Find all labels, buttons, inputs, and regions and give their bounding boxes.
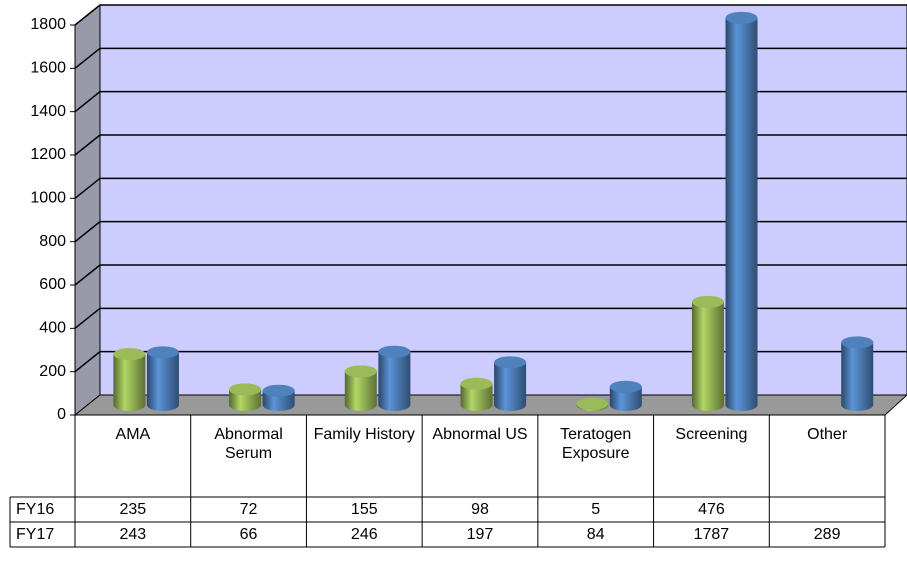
table-value: 66 <box>239 526 258 543</box>
category-label: Other <box>807 426 848 443</box>
bar-body <box>691 301 724 411</box>
y-tick-label: 1400 <box>30 103 66 120</box>
table-value <box>769 497 885 522</box>
y-tick-label: 800 <box>39 233 66 250</box>
table-value: 98 <box>471 501 489 518</box>
grid-line <box>74 350 907 373</box>
bar-body <box>725 17 758 411</box>
bar-body <box>146 352 179 411</box>
table-value: 1787 <box>693 526 730 543</box>
category-label: Screening <box>675 426 748 443</box>
bar-top <box>691 295 724 308</box>
y-tick-label: 0 <box>57 406 66 423</box>
bar-body <box>113 354 146 411</box>
table-value: 5 <box>591 501 601 518</box>
bar <box>229 383 262 411</box>
bar <box>262 384 295 411</box>
category-label: Abnormal US <box>432 426 528 443</box>
legend-label: FY17 <box>16 526 55 543</box>
y-tick-label: 600 <box>39 276 66 293</box>
bar-body <box>460 383 493 411</box>
bar-top <box>460 377 493 390</box>
table-value: 72 <box>239 501 258 518</box>
bar <box>494 356 527 411</box>
table-value: 246 <box>350 526 378 543</box>
bar-top <box>494 356 527 369</box>
table-value: 235 <box>119 501 147 518</box>
bar <box>609 380 642 411</box>
category-label: AMA <box>115 426 151 443</box>
bar-top <box>344 365 377 378</box>
bar-top <box>378 345 411 358</box>
y-tick-label: 1200 <box>30 146 66 163</box>
table-value: 155 <box>350 501 378 518</box>
bar-body <box>494 362 527 411</box>
side-wall <box>74 3 101 417</box>
y-tick-label: 400 <box>39 320 66 337</box>
category-label: Abnormal Serum <box>214 426 283 462</box>
bar <box>576 397 609 411</box>
y-tick-label: 1000 <box>30 190 66 207</box>
category-label: Family History <box>313 426 415 443</box>
grid-line <box>74 47 907 69</box>
table-value: 84 <box>586 526 605 543</box>
bar-body <box>378 351 411 411</box>
table-value: 243 <box>119 526 147 543</box>
grid-line <box>74 134 907 156</box>
bar <box>344 365 377 411</box>
bar <box>460 377 493 411</box>
table-value: 476 <box>698 501 725 518</box>
bar-body <box>609 386 642 411</box>
grid-line <box>74 177 907 199</box>
bar <box>146 346 179 411</box>
bar-top <box>146 346 179 359</box>
legend-label: FY16 <box>16 501 55 518</box>
y-tick-label: 200 <box>39 363 66 380</box>
bar-top <box>725 11 758 24</box>
bar-top <box>841 336 874 349</box>
bar-top <box>609 380 642 393</box>
bar <box>725 11 758 411</box>
bar-body <box>344 371 377 411</box>
category-label: Teratogen Exposure <box>560 426 632 462</box>
table-value: 289 <box>813 526 841 543</box>
bar <box>841 336 874 411</box>
grid-line <box>74 220 907 243</box>
bar-top <box>229 383 262 396</box>
grid-line <box>74 4 907 26</box>
back-wall <box>99 4 907 396</box>
bar-body <box>841 342 874 411</box>
bar <box>113 348 146 411</box>
bar-body <box>229 389 262 411</box>
bar-top <box>576 397 609 410</box>
table-value: 197 <box>466 526 494 543</box>
y-tick-label: 1600 <box>30 60 66 77</box>
grid-line <box>74 307 907 329</box>
grid-line <box>74 90 907 113</box>
grid-line <box>74 264 907 286</box>
y-tick-label: 1800 <box>30 16 66 33</box>
bar-top <box>262 384 295 397</box>
bar-top <box>113 348 146 361</box>
bar <box>691 295 724 411</box>
bar <box>378 345 411 411</box>
